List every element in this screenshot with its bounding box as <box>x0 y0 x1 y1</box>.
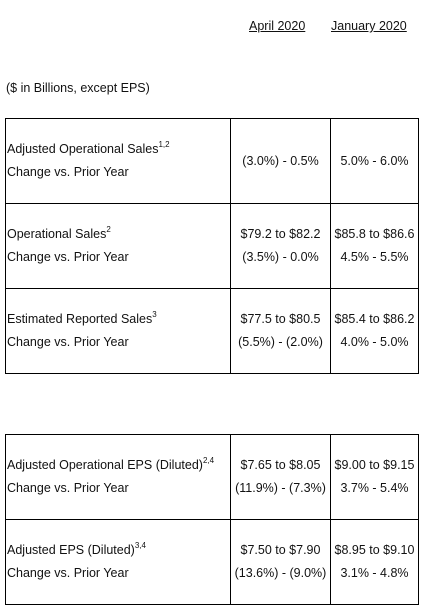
april-change: (3.5%) - 0.0% <box>242 250 319 264</box>
april-amount: $7.50 to $7.90 <box>240 543 321 557</box>
april-value-cell: $79.2 to $82.2 (3.5%) - 0.0% <box>230 203 331 289</box>
january-amount: $8.95 to $9.10 <box>334 543 415 557</box>
january-amount: $85.4 to $86.2 <box>334 312 415 326</box>
april-amount: $7.65 to $8.05 <box>240 458 321 472</box>
january-change: 3.7% - 5.4% <box>340 481 409 495</box>
row-label: Adjusted EPS (Diluted) <box>7 543 135 557</box>
row-sublabel: Change vs. Prior Year <box>7 335 129 349</box>
row-sublabel: Change vs. Prior Year <box>7 481 129 495</box>
january-change: 4.0% - 5.0% <box>340 335 409 349</box>
row-label-cell: Adjusted Operational EPS (Diluted)2,4 Ch… <box>5 434 231 520</box>
row-label: Estimated Reported Sales <box>7 312 153 326</box>
april-value-cell: $7.65 to $8.05 (11.9%) - (7.3%) <box>230 434 331 520</box>
row-label-cell: Operational Sales2 Change vs. Prior Year <box>5 203 231 289</box>
january-change: 4.5% - 5.5% <box>340 250 409 264</box>
april-change: (13.6%) - (9.0%) <box>234 566 327 580</box>
table-row-adjusted-operational-eps: Adjusted Operational EPS (Diluted)2,4 Ch… <box>5 434 419 520</box>
row-label-cell: Estimated Reported Sales3 Change vs. Pri… <box>5 288 231 374</box>
april-change: (11.9%) - (7.3%) <box>235 481 326 495</box>
april-amount: $77.5 to $80.5 <box>240 312 321 326</box>
row-sublabel: Change vs. Prior Year <box>7 250 129 264</box>
april-value-cell: (3.0%) - 0.5% <box>230 118 331 204</box>
january-value-cell: $85.4 to $86.2 4.0% - 5.0% <box>330 288 419 374</box>
table-row-operational-sales: Operational Sales2 Change vs. Prior Year… <box>5 203 419 289</box>
january-amount: $9.00 to $9.15 <box>334 458 415 472</box>
january-range: 5.0% - 6.0% <box>340 153 409 168</box>
table-row-adjusted-operational-sales: Adjusted Operational Sales1,2 Change vs.… <box>5 118 419 204</box>
january-value-cell: $9.00 to $9.15 3.7% - 5.4% <box>330 434 419 520</box>
footnote-ref: 2 <box>106 224 111 234</box>
row-sublabel: Change vs. Prior Year <box>7 566 129 580</box>
footnote-ref: 2,4 <box>202 455 215 465</box>
april-amount: $79.2 to $82.2 <box>240 227 321 241</box>
april-value-cell: $77.5 to $80.5 (5.5%) - (2.0%) <box>230 288 331 374</box>
january-value-cell: $85.8 to $86.6 4.5% - 5.5% <box>330 203 419 289</box>
table-row-estimated-reported-sales: Estimated Reported Sales3 Change vs. Pri… <box>5 288 419 374</box>
eps-guidance-table: Adjusted Operational EPS (Diluted)2,4 Ch… <box>5 434 419 605</box>
april-range: (3.0%) - 0.5% <box>242 153 319 168</box>
row-sublabel: Change vs. Prior Year <box>7 165 129 179</box>
row-label-cell: Adjusted EPS (Diluted)3,4 Change vs. Pri… <box>5 519 231 605</box>
january-value-cell: $8.95 to $9.10 3.1% - 4.8% <box>330 519 419 605</box>
footnote-ref: 3,4 <box>134 540 146 550</box>
april-value-cell: $7.50 to $7.90 (13.6%) - (9.0%) <box>230 519 331 605</box>
row-label: Adjusted Operational EPS (Diluted) <box>7 458 203 472</box>
sales-guidance-table: Adjusted Operational Sales1,2 Change vs.… <box>5 118 419 374</box>
footnote-ref: 3 <box>152 309 157 319</box>
april-change: (5.5%) - (2.0%) <box>238 335 323 349</box>
row-label-cell: Adjusted Operational Sales1,2 Change vs.… <box>5 118 231 204</box>
table-row-adjusted-eps: Adjusted EPS (Diluted)3,4 Change vs. Pri… <box>5 519 419 605</box>
column-header-april-2020: April 2020 <box>249 19 306 33</box>
january-change: 3.1% - 4.8% <box>340 566 409 580</box>
row-label: Operational Sales <box>7 227 107 241</box>
january-amount: $85.8 to $86.6 <box>334 227 415 241</box>
footnote-ref: 1,2 <box>158 139 170 149</box>
units-note: ($ in Billions, except EPS) <box>6 81 150 95</box>
january-value-cell: 5.0% - 6.0% <box>330 118 419 204</box>
column-header-january-2020: January 2020 <box>331 19 407 33</box>
row-label: Adjusted Operational Sales <box>7 142 159 156</box>
